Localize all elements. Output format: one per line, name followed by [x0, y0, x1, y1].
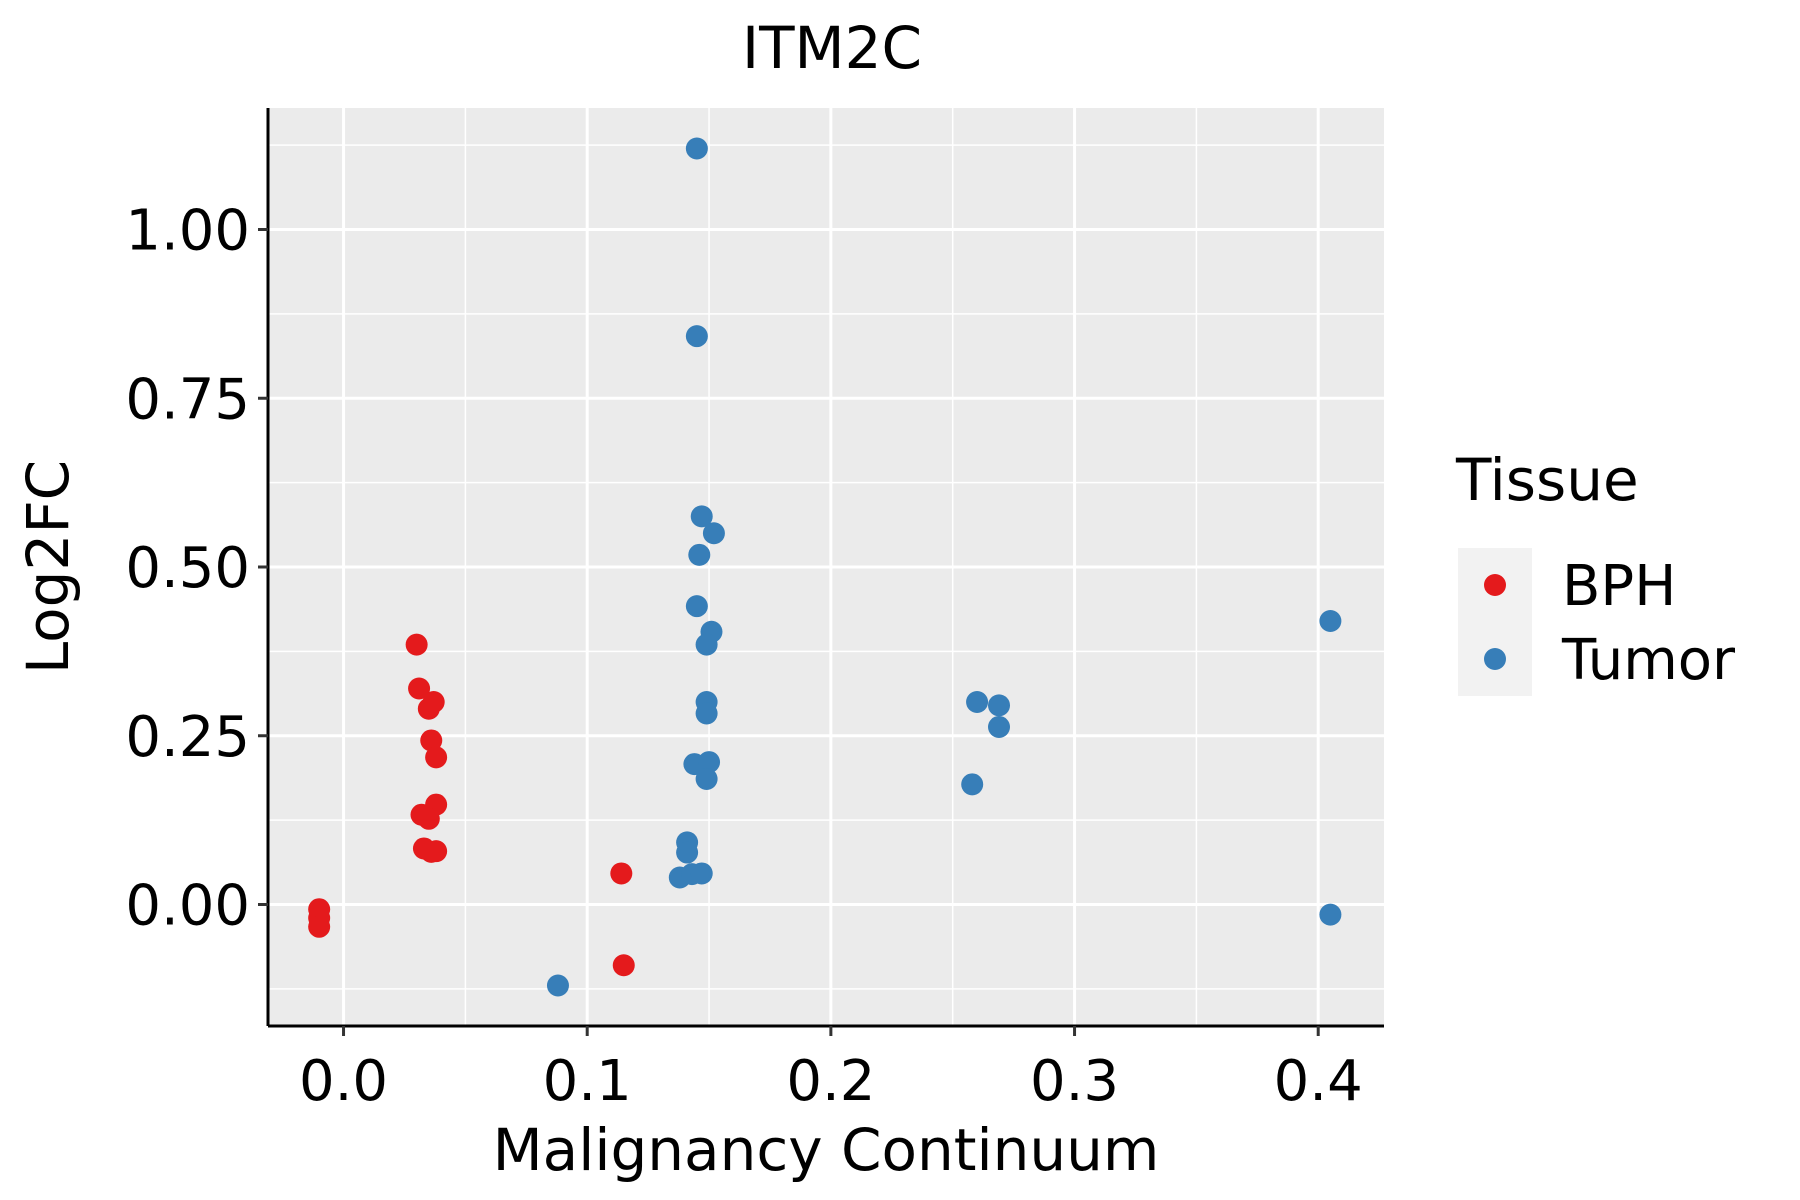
y-tick-label: 0.00 — [125, 874, 250, 939]
data-point-bph — [405, 633, 428, 656]
data-point-tumor — [702, 522, 725, 545]
y-tick-label: 0.75 — [125, 367, 250, 432]
data-point-tumor — [685, 325, 708, 348]
data-point-tumor — [988, 715, 1011, 738]
x-tick-label: 0.4 — [1274, 1049, 1363, 1114]
legend: Tissue BPH Tumor — [1455, 446, 1736, 696]
data-point-bph — [610, 862, 633, 885]
x-tick-label: 0.2 — [786, 1049, 875, 1114]
series-tumor — [546, 137, 1342, 997]
data-point-bph — [408, 677, 431, 700]
gridlines — [268, 108, 1384, 1026]
data-point-tumor — [695, 702, 718, 725]
legend-label-bph: BPH — [1562, 554, 1676, 619]
data-point-tumor — [688, 543, 711, 566]
data-point-tumor — [685, 137, 708, 160]
data-points — [308, 137, 1342, 997]
data-point-tumor — [988, 694, 1011, 717]
y-tick-label: 0.50 — [125, 536, 250, 601]
data-point-tumor — [698, 751, 721, 774]
legend-key-bph — [1484, 574, 1506, 596]
data-point-bph — [417, 807, 440, 830]
data-point-bph — [612, 954, 635, 977]
data-point-tumor — [1319, 903, 1342, 926]
data-point-tumor — [690, 862, 713, 885]
legend-title: Tissue — [1455, 446, 1639, 514]
legend-label-tumor: Tumor — [1561, 628, 1736, 693]
x-axis-ticks: 0.0 0.1 0.2 0.3 0.4 — [299, 1026, 1363, 1114]
data-point-bph — [308, 915, 331, 938]
y-axis-ticks: 0.00 0.25 0.50 0.75 1.00 — [125, 199, 268, 939]
legend-key-tumor — [1484, 648, 1506, 670]
x-axis-title: Malignancy Continuum — [493, 1116, 1160, 1184]
series-bph — [308, 633, 635, 977]
chart-title: ITM2C — [742, 14, 922, 82]
data-point-tumor — [546, 974, 569, 997]
x-tick-label: 0.3 — [1030, 1049, 1119, 1114]
x-tick-label: 0.1 — [543, 1049, 632, 1114]
y-axis-title: Log2FC — [14, 460, 82, 674]
data-point-tumor — [685, 595, 708, 618]
data-point-tumor — [966, 691, 989, 713]
x-tick-label: 0.0 — [299, 1049, 388, 1114]
data-point-tumor — [1319, 610, 1342, 632]
y-tick-label: 1.00 — [125, 199, 250, 264]
data-point-tumor — [695, 633, 718, 656]
y-tick-label: 0.25 — [125, 705, 250, 770]
data-point-bph — [422, 691, 445, 713]
legend-items: BPH Tumor — [1458, 548, 1736, 696]
data-point-tumor — [676, 841, 699, 864]
data-point-bph — [425, 746, 448, 769]
data-point-bph — [425, 840, 448, 863]
data-point-tumor — [961, 773, 984, 796]
data-point-bph — [420, 729, 443, 752]
data-point-tumor — [695, 767, 718, 790]
data-point-tumor — [690, 505, 713, 528]
